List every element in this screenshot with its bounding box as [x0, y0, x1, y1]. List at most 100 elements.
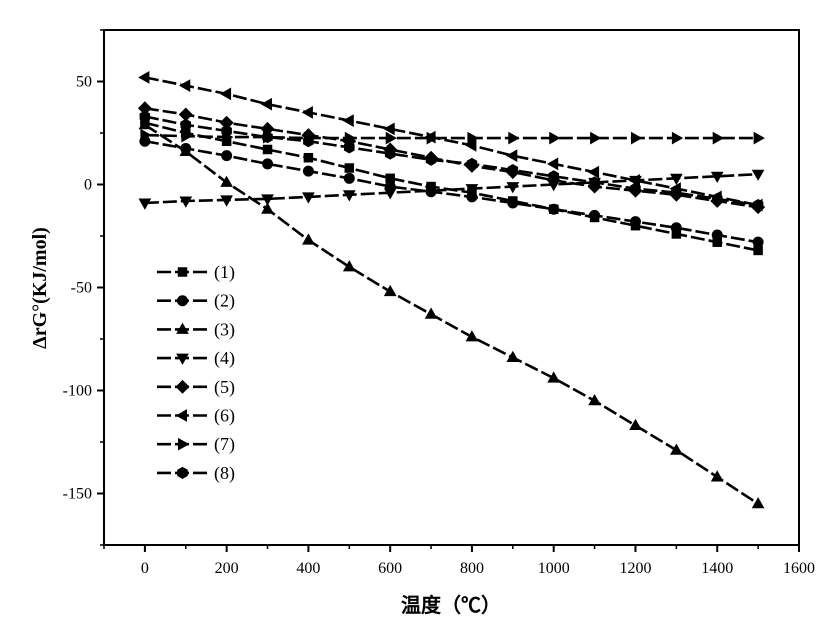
data-point: [671, 131, 684, 145]
x-tick-label: 400: [296, 560, 320, 577]
legend-label: (1): [214, 262, 235, 283]
x-tick-label: 600: [378, 560, 402, 577]
x-tick-label: 800: [460, 560, 484, 577]
data-point: [549, 131, 561, 145]
series-line: [144, 115, 759, 207]
legend-label: (3): [214, 319, 235, 340]
data-point: [342, 190, 356, 202]
series-line: [144, 139, 759, 244]
x-tick-label: 0: [141, 560, 149, 577]
data-point: [629, 216, 641, 228]
data-point: [751, 169, 765, 181]
data-point: [465, 330, 479, 342]
data-point: [383, 122, 395, 136]
legend-label: (4): [214, 348, 235, 369]
y-tick-label: 0: [84, 177, 92, 194]
data-point: [262, 144, 273, 155]
legend-label: (8): [214, 463, 235, 484]
legend-label: (7): [214, 434, 235, 455]
data-point: [670, 443, 683, 455]
data-point: [383, 284, 397, 297]
data-point: [465, 139, 477, 152]
y-tick-label: 50: [76, 74, 92, 91]
data-point: [588, 393, 601, 406]
data-point: [262, 158, 274, 170]
data-point: [630, 182, 641, 195]
data-point: [506, 350, 520, 362]
legend-marker: [177, 466, 188, 479]
data-point: [219, 87, 232, 101]
data-point: [344, 141, 355, 154]
data-point: [465, 184, 479, 196]
data-point: [753, 131, 765, 145]
x-tick-label: 1400: [701, 560, 733, 577]
legend-marker: [176, 353, 189, 365]
series-6: [138, 71, 763, 212]
data-point: [384, 147, 396, 160]
data-point: [507, 197, 519, 209]
series-line: [144, 133, 759, 140]
data-point: [590, 131, 602, 145]
legend-marker: [175, 409, 187, 422]
data-point: [344, 131, 357, 145]
data-point: [425, 153, 437, 166]
data-point: [302, 165, 314, 177]
x-axis-title: 温度（℃）: [401, 593, 501, 617]
data-point: [385, 131, 397, 145]
data-point: [301, 106, 313, 119]
data-point: [466, 157, 478, 170]
data-point: [260, 97, 272, 111]
data-point: [671, 186, 682, 199]
data-point: [383, 188, 397, 200]
legend-label: (5): [214, 377, 235, 398]
series-line: [144, 123, 759, 505]
axis-ticks: 0 200 400 600 800 1000 1200 1400 1600 -150 -100 -50…: [63, 29, 815, 577]
data-point: [547, 371, 561, 383]
data-point: [343, 172, 355, 184]
data-point: [710, 171, 724, 184]
data-point: [752, 199, 764, 212]
legend: (1) (2) (3) (4) (5) (6) (7) (8): [157, 262, 235, 484]
legend-item: (5): [157, 377, 235, 398]
series-4: [138, 169, 765, 210]
legend-label: (2): [214, 291, 235, 312]
y-tick-label: -150: [63, 486, 92, 503]
data-point: [629, 418, 642, 430]
series-8: [139, 110, 764, 212]
data-point: [178, 79, 191, 92]
y-tick-label: -50: [71, 280, 92, 297]
legend-item: (4): [157, 348, 235, 369]
data-point: [261, 194, 274, 206]
legend-marker: [176, 322, 189, 334]
x-tick-label: 200: [215, 560, 239, 577]
legend-item: (1): [157, 262, 235, 283]
data-point: [751, 497, 765, 509]
data-point: [342, 260, 356, 272]
x-tick-label: 1000: [538, 560, 570, 577]
legend-item: (3): [157, 319, 235, 340]
data-point: [587, 165, 600, 179]
data-point: [342, 114, 354, 127]
data-point: [548, 170, 559, 183]
data-point: [424, 307, 438, 319]
data-point: [506, 149, 518, 163]
legend-marker: [175, 379, 190, 394]
data-point: [302, 192, 315, 204]
data-point: [302, 233, 315, 245]
data-point: [426, 131, 438, 145]
x-tick-label: 1200: [619, 560, 651, 577]
series-line: [144, 172, 759, 205]
data-point: [712, 192, 723, 205]
data-point: [220, 175, 233, 187]
y-tick-label: -100: [63, 383, 92, 400]
data-point: [752, 236, 764, 248]
data-point: [508, 131, 520, 145]
data-point: [303, 135, 314, 148]
data-point: [589, 209, 601, 221]
series-5: [137, 101, 766, 215]
y-axis-title: ΔrG°(KJ/mol): [29, 227, 51, 349]
data-point: [181, 129, 193, 143]
data-point: [220, 195, 233, 207]
data-point: [344, 163, 355, 173]
